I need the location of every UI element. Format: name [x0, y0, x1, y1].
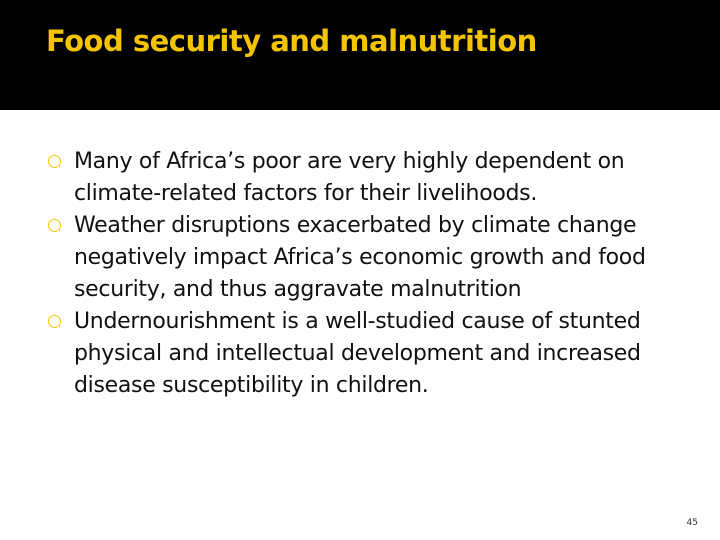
- bullet-item: Many of Africa’s poor are very highly de…: [48, 146, 688, 210]
- header-band: [0, 0, 720, 110]
- slide-title: Food security and malnutrition: [46, 24, 537, 58]
- page-number: 45: [686, 518, 698, 528]
- bullet-list: Many of Africa’s poor are very highly de…: [48, 146, 688, 402]
- bullet-text: Weather disruptions exacerbated by clima…: [74, 213, 646, 302]
- bullet-text: Many of Africa’s poor are very highly de…: [74, 149, 625, 206]
- bullet-marker: [48, 155, 61, 168]
- bullet-marker: [48, 219, 61, 232]
- bullet-text: Undernourishment is a well-studied cause…: [74, 309, 641, 398]
- bullet-item: Weather disruptions exacerbated by clima…: [48, 210, 688, 306]
- bullet-marker: [48, 315, 61, 328]
- bullet-item: Undernourishment is a well-studied cause…: [48, 306, 688, 402]
